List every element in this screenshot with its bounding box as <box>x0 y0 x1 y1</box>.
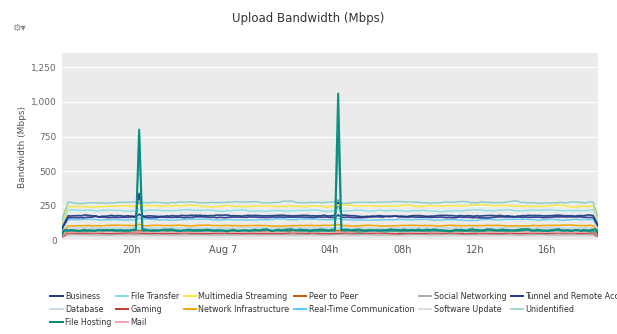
Text: Upload Bandwidth (Mbps): Upload Bandwidth (Mbps) <box>233 12 384 25</box>
Text: ⚙▾: ⚙▾ <box>12 23 26 33</box>
Legend: Business, Database, File Hosting, File Transfer, Gaming, Mail, Multimedia Stream: Business, Database, File Hosting, File T… <box>48 289 617 330</box>
Y-axis label: Bandwidth (Mbps): Bandwidth (Mbps) <box>18 106 27 188</box>
